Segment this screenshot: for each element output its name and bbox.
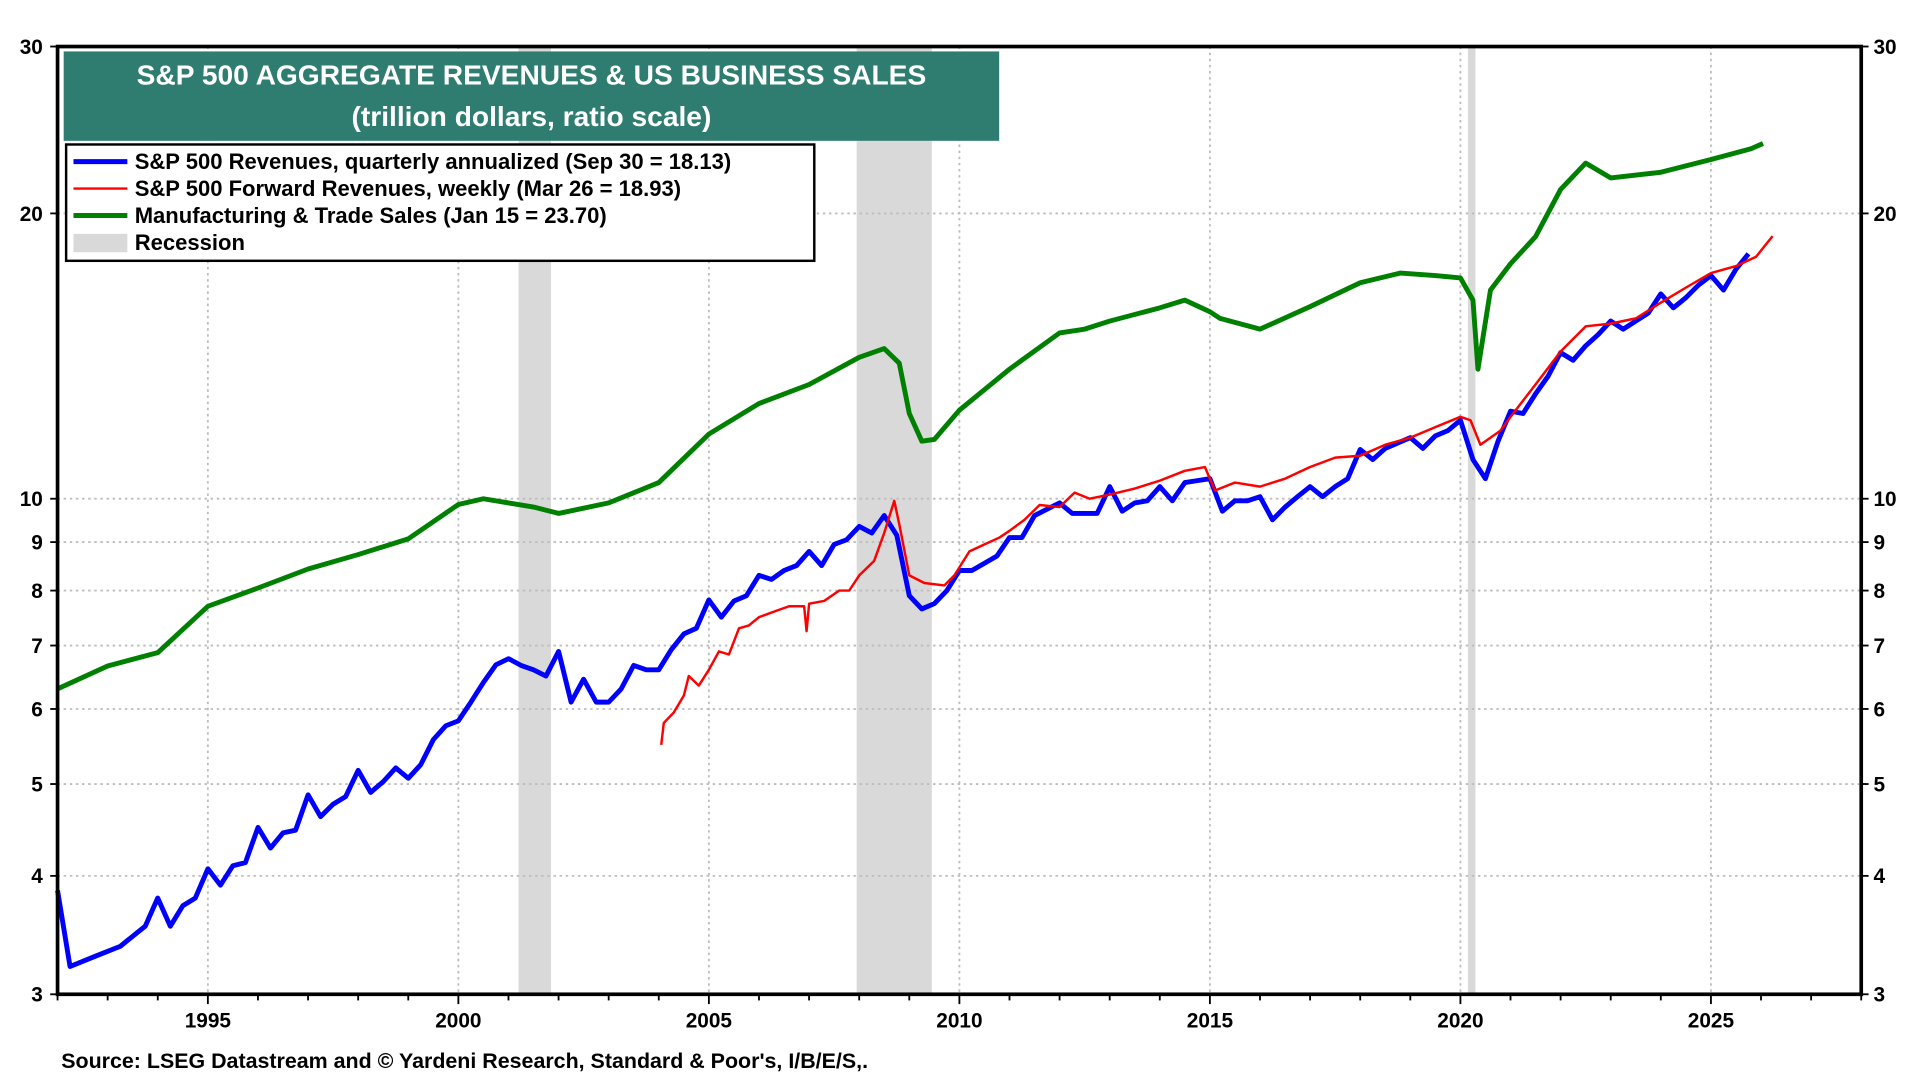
y-tick-label-right: 7: [1873, 635, 1885, 658]
y-tick-label-left: 20: [20, 203, 43, 226]
legend-label-recession: Recession: [135, 230, 245, 255]
x-tick-label: 2010: [936, 1009, 982, 1032]
y-tick-label-right: 5: [1873, 773, 1885, 796]
series-lines: [55, 141, 1774, 969]
recession-band: [1467, 46, 1476, 995]
y-tick-label-left: 5: [31, 773, 43, 796]
y-tick-label-right: 30: [1873, 36, 1896, 59]
y-tick-label-left: 10: [20, 488, 43, 511]
x-tick-label: 2015: [1187, 1009, 1233, 1032]
y-tick-label-left: 4: [31, 865, 43, 888]
legend-swatch-recession: [73, 233, 128, 253]
legend: S&P 500 Revenues, quarterly annualized (…: [64, 143, 816, 263]
y-tick-label-right: 10: [1873, 488, 1896, 511]
y-tick-label-right: 9: [1873, 531, 1885, 554]
y-tick-label-left: 9: [31, 531, 43, 554]
x-tick-label: 1995: [185, 1009, 231, 1032]
y-tick-label-right: 3: [1873, 984, 1885, 1007]
chart-title: S&P 500 AGGREGATE REVENUES & US BUSINESS…: [137, 59, 927, 90]
legend-label-forward-revenues: S&P 500 Forward Revenues, weekly (Mar 26…: [135, 176, 681, 201]
y-tick-label-right: 6: [1873, 698, 1885, 721]
recession-band: [856, 46, 932, 995]
y-tick-label-left: 7: [31, 635, 43, 658]
y-tick-label-left: 3: [31, 984, 43, 1007]
y-tick-label-right: 4: [1873, 865, 1885, 888]
sp500-revenues-line: [55, 252, 1751, 969]
x-tick-label: 2005: [686, 1009, 732, 1032]
mfg-trade-sales-line: [56, 141, 1765, 692]
y-tick-label-right: 20: [1873, 203, 1896, 226]
source-note: Source: LSEG Datastream and © Yardeni Re…: [61, 1049, 868, 1073]
y-tick-label-left: 8: [31, 580, 43, 603]
forward-revenues-line: [660, 235, 1774, 745]
legend-label-sp500-revenues: S&P 500 Revenues, quarterly annualized (…: [135, 149, 732, 174]
y-tick-label-left: 30: [20, 36, 43, 59]
legend-label-mfg-trade-sales: Manufacturing & Trade Sales (Jan 15 = 23…: [135, 203, 607, 228]
title-box: S&P 500 AGGREGATE REVENUES & US BUSINESS…: [63, 51, 1000, 141]
x-tick-label: 2025: [1688, 1009, 1734, 1032]
y-tick-label-right: 8: [1873, 580, 1885, 603]
y-tick-label-left: 6: [31, 698, 43, 721]
x-tick-label: 2020: [1437, 1009, 1483, 1032]
chart-subtitle: (trillion dollars, ratio scale): [351, 101, 711, 132]
x-tick-label: 2000: [435, 1009, 481, 1032]
